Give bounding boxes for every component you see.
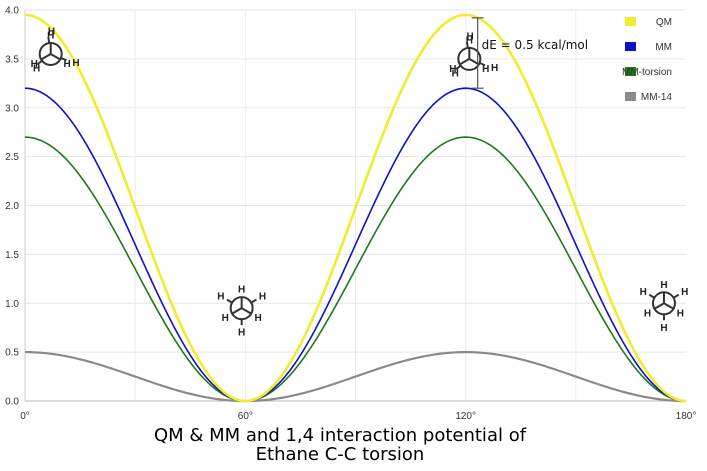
chart-title-line-1: QM & MM and 1,4 interaction potential of (153, 425, 527, 446)
y-tick-label: 1.5 (5, 250, 19, 261)
atom-label: H (48, 27, 55, 38)
legend-label: MM (655, 42, 672, 53)
back-bond (36, 59, 43, 66)
energy-annotation: dE = 0.5 kcal/mol (471, 17, 588, 89)
legend-swatch (625, 17, 636, 26)
y-tick-label: 4.0 (5, 6, 19, 17)
front-bond (50, 53, 61, 61)
atom-label: H (254, 313, 261, 324)
front-bond (663, 302, 674, 310)
front-bond (231, 307, 243, 315)
chart-title-line-2: Ethane C-C torsion (255, 444, 425, 465)
back-bond (648, 293, 655, 299)
atom-label: H (222, 313, 229, 324)
annotation-text: dE = 0.5 kcal/mol (482, 38, 588, 52)
back-bond (250, 298, 257, 304)
y-tick-label: 0.0 (5, 397, 19, 408)
back-bond (672, 293, 680, 299)
atom-label: H (64, 59, 71, 70)
legend: QM MM MM-torsion MM-14 (622, 17, 672, 103)
atom-label: H (681, 287, 688, 298)
atom-label: H (31, 59, 38, 70)
axes (24, 10, 686, 402)
back-bond (60, 57, 67, 62)
y-tick-label: 3.0 (5, 103, 19, 114)
atom-label: H (640, 287, 647, 298)
y-tick-labels: 0.0 0.5 1.0 1.5 2.0 2.5 3.0 3.5 4.0 (5, 6, 19, 408)
front-bond (40, 53, 52, 61)
atom-label: H (449, 64, 456, 75)
series-lines (24, 13, 687, 403)
atom-label: H (491, 63, 498, 74)
y-tick-label: 0.5 (5, 348, 19, 359)
legend-swatch (625, 92, 636, 101)
back-bond (47, 37, 51, 44)
x-tick-label: 60° (238, 411, 253, 422)
x-tick-label: 180° (676, 411, 697, 422)
atom-label: H (677, 308, 684, 319)
atom-label: H (482, 64, 489, 75)
front-bond (459, 58, 470, 66)
legend-label: QM (656, 17, 672, 28)
atom-label: H (72, 58, 79, 69)
atom-label: H (466, 35, 473, 46)
series-line-mm-torsion (24, 136, 687, 402)
atom-label: H (238, 328, 245, 339)
atom-label: H (259, 292, 266, 303)
atom-label: H (660, 323, 667, 334)
atom-label: H (452, 69, 459, 80)
x-tick-labels: 0° 60° 120° 180° (20, 411, 696, 422)
series-line-mm (24, 87, 687, 402)
legend-swatch (625, 42, 636, 51)
x-tick-label: 0° (20, 411, 30, 422)
atom-label: H (238, 285, 245, 296)
atom-label: H (33, 64, 40, 75)
back-bond (455, 64, 462, 71)
chart-title: QM & MM and 1,4 interaction potential of… (90, 426, 590, 464)
legend-label: MM-14 (641, 92, 673, 103)
back-bond (479, 62, 486, 67)
x-tick-label: 120° (455, 411, 476, 422)
legend-swatch (625, 67, 636, 76)
back-bond (226, 298, 233, 304)
front-bond (241, 307, 252, 315)
back-bond (465, 41, 469, 49)
y-tick-label: 2.0 (5, 201, 19, 212)
y-tick-label: 2.5 (5, 152, 19, 163)
front-bond (653, 302, 665, 310)
legend-label: MM-torsion (622, 67, 672, 78)
atom-label: H (644, 308, 651, 319)
series-line-mm-14 (24, 351, 687, 403)
atom-label: H (47, 30, 54, 41)
series-line-qm (24, 13, 687, 403)
atom-label: H (217, 292, 224, 303)
y-tick-label: 1.0 (5, 299, 19, 310)
y-tick-label: 3.5 (5, 54, 19, 65)
atom-label: H (660, 280, 667, 291)
atom-label: H (467, 32, 474, 43)
